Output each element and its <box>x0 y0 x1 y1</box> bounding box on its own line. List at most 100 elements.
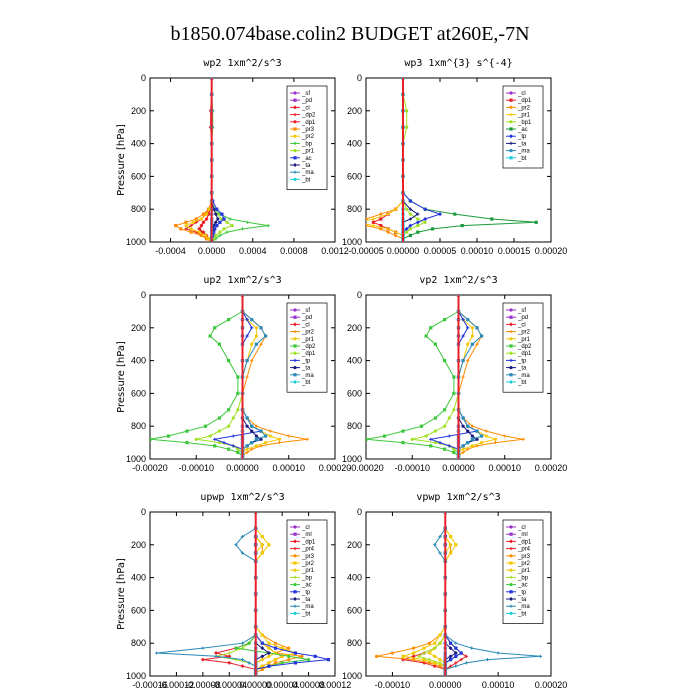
data-point <box>503 434 507 438</box>
data-point <box>222 217 226 221</box>
data-point <box>212 230 216 234</box>
x-tick-label: 0.00010 <box>272 463 305 473</box>
legend-marker <box>293 337 297 341</box>
legend-label: _cl <box>301 105 310 111</box>
data-point <box>521 437 525 441</box>
legend-marker <box>509 141 513 145</box>
data-point <box>433 416 437 420</box>
series-group <box>155 512 330 676</box>
data-point <box>448 646 453 651</box>
legend-marker <box>293 330 297 334</box>
data-point <box>236 450 240 455</box>
data-point <box>191 220 196 225</box>
y-tick-label: 800 <box>131 204 146 214</box>
data-point <box>293 651 297 655</box>
legend-label: _dp2 <box>301 344 316 350</box>
legend-label: _dp1 <box>517 539 532 545</box>
data-point <box>429 437 433 441</box>
legend-label: _ac <box>301 583 312 589</box>
legend-marker <box>509 344 513 348</box>
data-point <box>273 646 278 650</box>
data-point <box>245 318 249 322</box>
data-point <box>386 230 391 235</box>
data-point <box>260 551 264 555</box>
data-point <box>236 391 240 395</box>
data-point <box>264 441 268 445</box>
legend-label: _pr3 <box>301 127 315 133</box>
legend-label: _cl <box>301 322 310 328</box>
data-point <box>231 416 236 420</box>
data-point <box>454 646 458 650</box>
data-point <box>226 424 231 429</box>
data-point <box>433 429 438 434</box>
data-point <box>371 224 375 228</box>
data-point <box>422 658 426 662</box>
data-point <box>427 651 432 656</box>
data-point <box>416 212 420 216</box>
legend-marker <box>509 105 513 110</box>
data-point <box>442 424 447 429</box>
data-point <box>394 230 398 234</box>
y-tick-label: 1000 <box>342 671 362 681</box>
data-point <box>466 424 470 428</box>
data-point <box>250 342 254 346</box>
legend-marker <box>293 91 297 95</box>
panel-title: vp2 1xm^2/s^3 <box>419 275 497 286</box>
data-point <box>254 424 258 428</box>
data-point <box>410 437 415 442</box>
legend-marker <box>509 98 513 102</box>
legend-marker <box>509 532 513 536</box>
data-point <box>245 450 249 455</box>
data-point <box>438 551 442 555</box>
data-point <box>185 429 189 433</box>
data-point <box>287 646 291 650</box>
series-group <box>366 295 525 459</box>
data-point <box>475 326 479 330</box>
data-point <box>277 441 282 445</box>
x-tick-label: 0.00004 <box>266 680 299 690</box>
y-tick-label: 400 <box>131 356 146 366</box>
data-point <box>264 434 268 438</box>
data-point <box>411 646 416 650</box>
data-point <box>408 217 412 221</box>
data-point <box>411 651 416 655</box>
x-tick-label: -0.00012 <box>159 680 195 690</box>
data-point <box>150 437 152 441</box>
legend-label: _ta <box>301 366 311 372</box>
legend-label: _sf <box>301 91 310 97</box>
data-point <box>461 359 465 363</box>
data-point <box>416 224 420 228</box>
data-point <box>250 318 254 322</box>
legend-marker <box>293 561 297 565</box>
x-tick-label: 0.00000 <box>429 680 462 690</box>
x-tick-label: -0.0004 <box>155 246 186 256</box>
data-point <box>393 233 398 238</box>
series-line <box>202 512 257 676</box>
legend-marker <box>509 127 513 131</box>
data-point <box>217 416 221 420</box>
data-point <box>206 236 211 241</box>
x-tick-label: 0.0004 <box>239 246 267 256</box>
legend-marker <box>509 330 513 334</box>
data-point <box>184 227 188 231</box>
data-point <box>240 551 245 555</box>
data-point <box>247 661 251 665</box>
data-point <box>197 230 202 235</box>
legend-marker <box>509 337 513 341</box>
data-point <box>466 447 470 451</box>
data-point <box>454 641 458 645</box>
plot-frame <box>149 77 336 243</box>
legend-marker <box>293 373 297 377</box>
data-point <box>240 227 245 231</box>
legend-label: _dp1 <box>517 351 532 357</box>
data-point <box>349 220 353 224</box>
y-tick-label: 0 <box>357 507 362 517</box>
x-tick-label: -0.00020 <box>348 463 384 473</box>
data-point <box>454 543 458 547</box>
series-line <box>211 78 234 242</box>
data-point <box>305 437 309 441</box>
data-point <box>408 199 413 203</box>
data-point <box>259 342 263 346</box>
data-point <box>236 375 240 379</box>
data-point <box>227 660 232 665</box>
